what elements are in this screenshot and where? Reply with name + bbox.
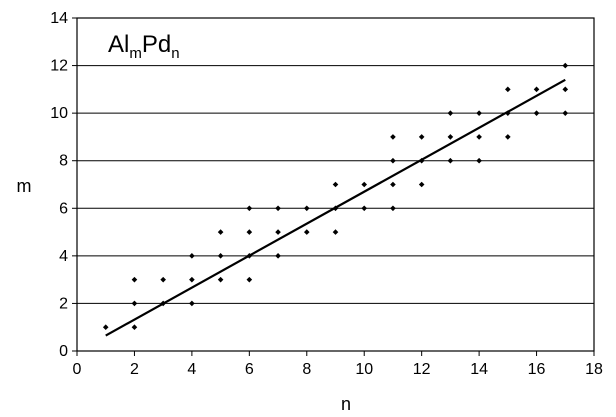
x-axis-title: n (341, 394, 351, 414)
data-point-10-7 (361, 181, 368, 188)
data-point-7-4 (275, 253, 281, 259)
data-point-11-9 (390, 134, 396, 140)
data-point-13-10 (447, 110, 454, 116)
data-point-4-4 (189, 253, 195, 259)
x-tick-label-10: 10 (355, 361, 373, 378)
data-point-5-3 (217, 276, 224, 283)
data-point-12-9 (418, 134, 425, 140)
data-point-7-6 (275, 205, 281, 212)
x-tick-label-12: 12 (413, 361, 431, 378)
data-point-2-2 (131, 300, 138, 307)
legend-label-mid: Pd (142, 31, 171, 58)
x-tick-label-0: 0 (73, 361, 82, 378)
data-point-9-7 (332, 181, 339, 188)
data-point-5-4 (217, 253, 224, 259)
data-point-4-3 (189, 276, 195, 283)
data-point-1-1 (102, 324, 109, 331)
data-point-11-7 (390, 181, 396, 188)
x-tick-label-16: 16 (528, 361, 546, 378)
y-tick-label-6: 6 (59, 200, 68, 217)
data-point-6-6 (246, 205, 253, 212)
plot-frame (76, 17, 595, 352)
x-tick-label-18: 18 (585, 361, 603, 378)
legend-label-sub2: n (171, 45, 179, 62)
x-tick-label-4: 4 (187, 361, 196, 378)
data-point-17-11 (562, 86, 569, 93)
y-tick-label-2: 2 (59, 295, 68, 312)
y-tick-label-4: 4 (59, 248, 68, 265)
data-point-17-10 (562, 110, 569, 116)
x-tick-label-8: 8 (302, 361, 311, 378)
y-tick-label-10: 10 (50, 105, 68, 122)
data-point-6-5 (246, 229, 253, 235)
data-point-13-8 (447, 157, 454, 164)
data-point-14-10 (476, 110, 482, 116)
data-point-8-6 (303, 205, 310, 212)
gridlines (77, 17, 594, 304)
legend-label: AlmPdn (108, 31, 180, 62)
data-point-7-5 (275, 229, 281, 235)
data-point-16-10 (533, 110, 540, 116)
data-point-4-2 (189, 300, 195, 307)
data-point-14-8 (476, 157, 482, 164)
data-point-15-9 (505, 134, 511, 140)
x-tick-label-6: 6 (245, 361, 254, 378)
axes (72, 17, 595, 356)
data-point-9-6 (332, 205, 339, 212)
data-point-12-7 (418, 181, 425, 188)
y-tick-label-12: 12 (50, 58, 68, 75)
data-point-2-1 (131, 324, 138, 331)
y-tick-label-0: 0 (59, 343, 68, 360)
data-point-9-5 (332, 229, 339, 235)
data-point-10-6 (361, 205, 368, 212)
data-point-14-9 (476, 134, 482, 140)
y-tick-label-14: 14 (50, 10, 68, 27)
y-axis-title: m (17, 176, 32, 196)
legend-label-sub1: m (129, 45, 142, 62)
data-point-16-11 (533, 86, 540, 93)
data-point-15-11 (505, 86, 511, 93)
data-point-13-9 (447, 134, 454, 140)
data-point-6-4 (246, 253, 253, 259)
data-point-5-5 (217, 229, 224, 235)
data-point-11-6 (390, 205, 396, 212)
y-tick-label-8: 8 (59, 153, 68, 170)
data-point-2-3 (131, 276, 138, 283)
data-point-11-8 (390, 157, 396, 164)
data-point-3-3 (160, 276, 166, 283)
data-points (102, 62, 569, 331)
data-point-17-12 (562, 62, 569, 69)
data-point-15-10 (505, 110, 511, 116)
legend-label-base: Al (108, 31, 129, 58)
x-tick-label-14: 14 (470, 361, 488, 378)
data-point-3-2 (160, 300, 166, 307)
data-point-8-5 (303, 229, 310, 235)
tick-labels: 0 2 4 6 8 10 12 14 0 2 4 6 8 10 12 14 16 18 (50, 10, 603, 378)
data-point-12-8 (418, 157, 425, 164)
data-point-6-3 (246, 276, 253, 283)
x-tick-label-2: 2 (130, 361, 139, 378)
